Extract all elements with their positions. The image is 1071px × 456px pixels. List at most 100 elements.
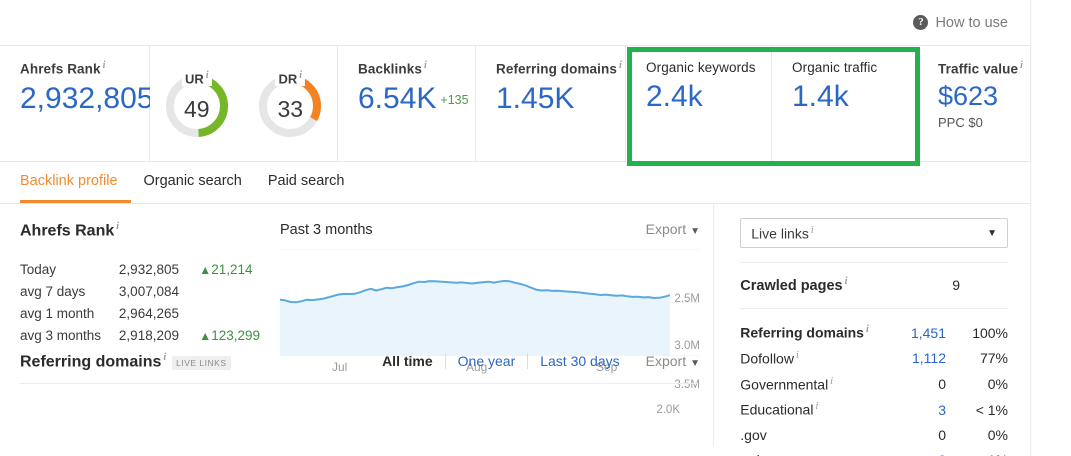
up-arrow-icon: ▲ bbox=[199, 262, 212, 277]
info-icon[interactable]: i bbox=[163, 352, 167, 363]
info-icon[interactable]: i bbox=[618, 60, 622, 71]
ahrefs-rank-panel-title-text: Ahrefs Rank bbox=[20, 222, 115, 240]
metric-card-traffic-value[interactable]: Traffic value i $623 PPC $0 bbox=[918, 46, 1031, 161]
link-type-select[interactable]: Live links i ▼ bbox=[740, 218, 1008, 248]
link-type-select-value: Live links i bbox=[751, 225, 813, 242]
rank-chart-xtick-0: Jul bbox=[332, 360, 348, 374]
referring-domains-ytick: 2.0K bbox=[656, 404, 680, 417]
breakdown-label: Educational i bbox=[740, 397, 876, 423]
page-body: Ahrefs Rank i Today 2,932,805 ▲21,214 avg… bbox=[0, 204, 1030, 456]
rank-row-label: avg 3 months bbox=[20, 327, 102, 343]
range-last-30-days[interactable]: Last 30 days bbox=[540, 353, 620, 370]
table-row: Today 2,932,805 ▲21,214 bbox=[20, 258, 260, 280]
rank-row-change: ▲123,299 bbox=[199, 324, 260, 346]
metric-card-organic-keywords[interactable]: Organic keywords 2.4k bbox=[626, 46, 772, 161]
rank-chart-ytick-2: 3.5M bbox=[674, 379, 700, 391]
traffic-value-label: Traffic value i bbox=[938, 60, 1030, 77]
backlinks-label-text: Backlinks bbox=[358, 61, 422, 77]
ahrefs-rank-table: Today 2,932,805 ▲21,214 avg 7 days 3,007… bbox=[20, 258, 260, 346]
rank-row-change-text: 123,299 bbox=[211, 327, 260, 343]
breakdown-value[interactable]: 3 bbox=[876, 447, 946, 456]
metric-card-backlinks[interactable]: Backlinks i 6.54K +135 bbox=[338, 46, 476, 161]
tab-paid-search[interactable]: Paid search bbox=[267, 173, 345, 189]
rank-row-label: avg 7 days bbox=[20, 283, 86, 299]
table-row: .edu 3 < 1% bbox=[740, 447, 1008, 456]
table-row: Educational i 3 < 1% bbox=[740, 397, 1008, 423]
dr-value: 33 bbox=[277, 96, 304, 122]
backlinks-label: Backlinks i bbox=[358, 60, 475, 77]
table-row: avg 3 months 2,918,209 ▲123,299 bbox=[20, 324, 260, 346]
metric-card-ahrefs-rank[interactable]: Ahrefs Rank i 2,932,805 bbox=[0, 46, 153, 161]
metric-card-organic-traffic[interactable]: Organic traffic 1.4k bbox=[772, 46, 918, 161]
info-icon[interactable]: i bbox=[795, 349, 799, 361]
info-icon[interactable]: i bbox=[830, 375, 833, 387]
rank-chart-xtick-1: Aug bbox=[466, 360, 488, 374]
breakdown-percent: 0% bbox=[987, 426, 1008, 443]
tab-backlink-profile[interactable]: Backlink profile bbox=[20, 162, 131, 203]
info-icon[interactable]: i bbox=[844, 276, 848, 287]
up-arrow-icon: ▲ bbox=[199, 328, 212, 343]
ahrefs-rank-label-text: Ahrefs Rank bbox=[20, 61, 101, 77]
rank-row-change: ▲21,214 bbox=[199, 258, 260, 280]
traffic-value-amount: $623 bbox=[938, 80, 999, 111]
traffic-value-label-text: Traffic value bbox=[938, 61, 1019, 77]
table-row: Dofollow i 1,112 77% bbox=[740, 345, 1008, 371]
info-icon[interactable]: i bbox=[205, 70, 209, 81]
range-all-time[interactable]: All time bbox=[370, 353, 446, 370]
backlinks-value-row: 6.54K +135 bbox=[358, 80, 475, 118]
referring-domains-label-text: Referring domains bbox=[496, 61, 617, 77]
link-type-select-value-text: Live links bbox=[751, 225, 809, 242]
backlinks-delta: +135 bbox=[440, 92, 469, 107]
info-icon[interactable]: i bbox=[299, 70, 303, 81]
crawled-pages-label: Crawled pages i bbox=[740, 276, 847, 294]
rank-chart-area: 2.5M 3.0M 3.5M Jul Aug Sep bbox=[280, 249, 700, 391]
dr-label: DR i bbox=[275, 70, 306, 87]
breakdown-label: Dofollow i bbox=[740, 345, 876, 371]
breakdown-value[interactable]: 3 bbox=[938, 401, 946, 418]
ur-gauge[interactable]: UR i 49 bbox=[164, 70, 230, 139]
breakdown-value[interactable]: 1,451 bbox=[910, 324, 946, 341]
dr-gauge[interactable]: DR i 33 bbox=[257, 70, 323, 139]
breakdown-label: .gov bbox=[740, 426, 767, 443]
rank-chart-ytick-1: 3.0M bbox=[674, 340, 700, 352]
breakdown-percent: 77% bbox=[979, 350, 1008, 367]
crawled-pages-value: 9 bbox=[952, 276, 960, 293]
info-icon[interactable]: i bbox=[102, 60, 106, 71]
rank-row-label: Today bbox=[20, 261, 57, 277]
referring-domains-breakdown-table: Referring domains i 1,451 100% Dofollow i … bbox=[740, 320, 1008, 456]
chevron-down-icon: ▼ bbox=[690, 358, 700, 370]
dr-label-text: DR bbox=[278, 71, 298, 87]
breakdown-label-text: Referring domains bbox=[740, 324, 864, 341]
info-icon[interactable]: i bbox=[116, 221, 120, 232]
breakdown-percent: < 1% bbox=[946, 447, 1008, 456]
metric-card-ur-dr: UR i 49 DR i bbox=[150, 46, 338, 161]
rank-chart-export-label: Export bbox=[645, 221, 687, 237]
traffic-value-ppc: PPC $0 bbox=[938, 115, 983, 131]
rank-chart-svg bbox=[280, 249, 700, 356]
how-to-use-link[interactable]: ? How to use bbox=[913, 15, 1008, 31]
breakdown-value: 0 bbox=[938, 426, 946, 443]
table-row: avg 1 month 2,964,265 bbox=[20, 302, 260, 324]
referring-domains-panel-title: Referring domains i bbox=[20, 352, 166, 371]
info-icon[interactable]: i bbox=[865, 324, 869, 336]
rank-chart-panel: Past 3 months Export ▼ 2.5M 3.0M 3.5M Jul… bbox=[280, 221, 700, 391]
info-icon[interactable]: i bbox=[1020, 60, 1023, 71]
info-icon[interactable]: i bbox=[810, 224, 814, 236]
rank-chart-export-button[interactable]: Export ▼ bbox=[646, 221, 700, 237]
chevron-down-icon: ▼ bbox=[987, 227, 997, 239]
crawled-pages-label-text: Crawled pages bbox=[740, 277, 843, 294]
info-icon[interactable]: i bbox=[423, 60, 427, 71]
info-icon[interactable]: i bbox=[815, 401, 819, 413]
metric-card-referring-domains[interactable]: Referring domains i 1.45K bbox=[476, 46, 626, 161]
range-one-year[interactable]: One year bbox=[446, 353, 529, 370]
referring-domains-export-button[interactable]: Export ▼ bbox=[646, 353, 700, 369]
breakdown-value: 0 bbox=[938, 375, 946, 392]
tab-organic-search[interactable]: Organic search bbox=[143, 173, 242, 189]
rank-row-value: 2,932,805 bbox=[118, 261, 179, 277]
breakdown-value[interactable]: 1,112 bbox=[912, 350, 946, 367]
breakdown-label-text: Governmental bbox=[740, 376, 829, 393]
table-row: Referring domains i 1,451 100% bbox=[740, 320, 1008, 346]
page-gutter bbox=[1032, 0, 1071, 456]
rank-row-value: 3,007,084 bbox=[118, 283, 179, 299]
